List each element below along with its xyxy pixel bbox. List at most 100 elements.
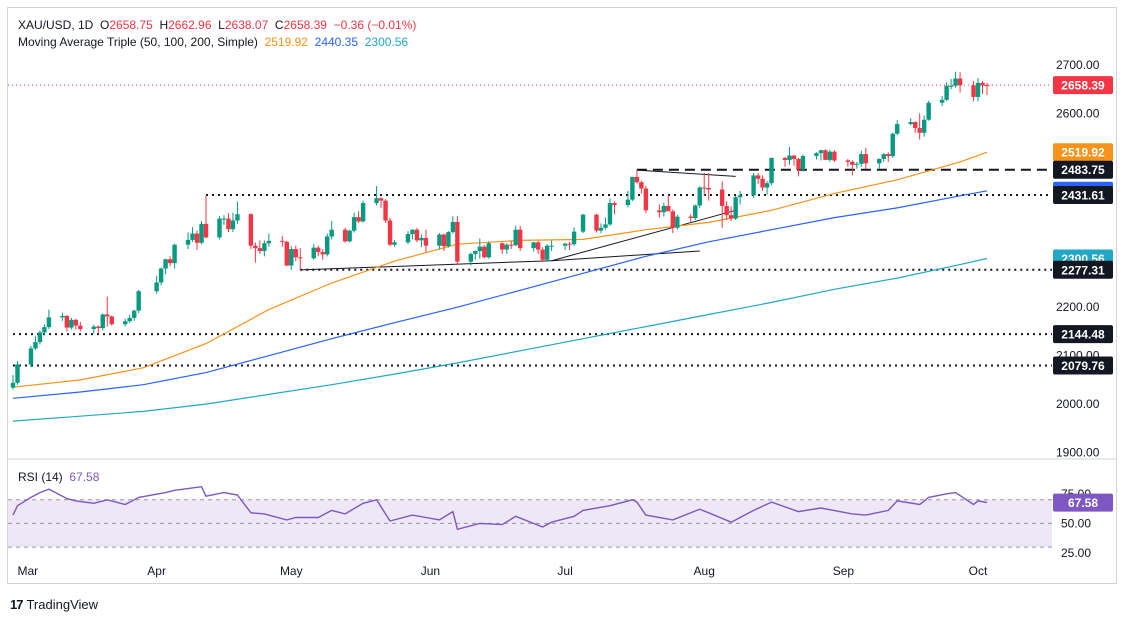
trendlines — [300, 169, 736, 271]
candle-body — [64, 315, 70, 328]
price-label-text: 2431.61 — [1061, 188, 1105, 202]
rsi-tick-label: 25.00 — [1061, 546, 1091, 560]
tradingview-logo[interactable]: 17 TradingView — [10, 597, 98, 612]
candle-body — [549, 245, 554, 247]
candle-body — [693, 205, 698, 219]
candle-body — [324, 236, 330, 255]
candle-body — [886, 154, 891, 157]
price-label-box — [1053, 185, 1113, 204]
price-tick-label: 2700.00 — [1056, 58, 1100, 72]
low-value: 2638.07 — [224, 18, 269, 32]
price-tick-label: 2000.00 — [1056, 397, 1100, 411]
candle-body — [666, 205, 671, 212]
candle-body — [468, 253, 474, 262]
time-tick-label: Oct — [969, 564, 988, 578]
candle-body — [926, 102, 931, 120]
candle-body — [374, 198, 379, 204]
candle-body — [751, 175, 756, 196]
candle-body — [311, 247, 316, 259]
candle-body — [670, 211, 676, 228]
candle-body — [221, 218, 227, 220]
rsi-label[interactable]: RSI (14) — [18, 470, 63, 484]
candle-body — [289, 249, 294, 266]
time-tick-label: Sep — [833, 564, 855, 578]
candle-body — [859, 154, 864, 164]
candle-body — [688, 216, 693, 219]
candle-body — [800, 156, 806, 170]
candle-body — [504, 244, 509, 250]
price-label-text: 2079.76 — [1061, 359, 1105, 373]
ma200-line — [12, 257, 988, 422]
candle-body — [387, 220, 393, 245]
candle-body — [347, 230, 352, 242]
price-axis[interactable]: 2700.002600.002200.002100.002000.001900.… — [1056, 58, 1100, 560]
candle-body — [356, 217, 361, 222]
close-value: 2658.39 — [283, 18, 327, 32]
candle-body — [266, 240, 272, 244]
candle-body — [625, 199, 631, 205]
trendline — [300, 260, 552, 271]
candle-body — [562, 243, 568, 246]
candle-body — [630, 176, 635, 200]
price-tick-label: 2200.00 — [1056, 300, 1100, 314]
ma100-value: 2440.35 — [314, 35, 359, 49]
candle-body — [733, 197, 738, 219]
candle-body — [194, 233, 200, 243]
candle-body — [96, 326, 101, 329]
candle-body — [639, 182, 644, 189]
price-label-box — [1053, 160, 1113, 179]
candle-body — [948, 85, 954, 87]
candle-body — [383, 200, 388, 221]
candle-body — [33, 342, 38, 349]
candle-body — [351, 217, 357, 231]
price-legend: XAU/USD, 1D O2658.75 H2662.96 L2638.07 C… — [18, 17, 416, 51]
rsi-band — [8, 499, 1052, 548]
price-label-text: 2658.39 — [1061, 79, 1105, 93]
candle-body — [15, 364, 20, 383]
candle-body — [850, 161, 855, 165]
candle-body — [280, 240, 285, 242]
symbol-label[interactable]: XAU/USD, 1D — [18, 18, 94, 32]
candle-body — [895, 124, 900, 134]
candle-body — [594, 214, 599, 231]
rsi-series-line — [12, 485, 988, 531]
price-tick-label: 2600.00 — [1056, 106, 1100, 120]
moving-averages — [12, 151, 988, 422]
price-label-text: 2519.92 — [1061, 146, 1105, 160]
candle-body — [818, 150, 824, 154]
ma-indicator-label[interactable]: Moving Average Triple (50, 100, 200, Sim… — [18, 35, 258, 49]
time-axis[interactable]: Mar Apr May Jun Jul Aug Sep Oct — [17, 564, 988, 578]
candle-body — [298, 257, 303, 259]
candle-body — [226, 218, 231, 230]
candle-body — [917, 127, 922, 133]
candle-body — [513, 229, 518, 246]
candle-body — [643, 188, 649, 211]
close-label: C — [274, 18, 284, 32]
candle-body — [131, 310, 137, 318]
price-axis-labels: 2658.392519.922483.752440.352431.612300.… — [1053, 76, 1113, 512]
candle-body — [877, 158, 882, 164]
high-label: H — [159, 18, 169, 32]
candle-body — [73, 319, 79, 326]
price-chart[interactable]: 2700.002600.002200.002100.002000.001900.… — [8, 8, 1116, 583]
candle-body — [360, 203, 366, 222]
candle-body — [531, 242, 536, 249]
candle-body — [185, 239, 191, 245]
candle-body — [123, 321, 128, 325]
rsi-legend: RSI (14) 67.58 — [18, 470, 99, 484]
candle-body — [719, 189, 725, 206]
candle-body — [984, 84, 990, 86]
candle-body — [881, 154, 886, 159]
trendline — [551, 250, 700, 262]
ma50-value: 2519.92 — [264, 35, 308, 49]
candle-body — [482, 246, 487, 258]
price-label-box — [1053, 325, 1113, 344]
candle-body — [517, 229, 523, 249]
candle-body — [912, 122, 918, 128]
time-tick-label: Jul — [557, 564, 572, 578]
candle-body — [154, 282, 159, 292]
tradingview-logo-icon: 17 — [10, 597, 24, 612]
candle-body — [957, 78, 963, 86]
high-value: 2662.96 — [168, 18, 212, 32]
candles — [10, 71, 990, 390]
